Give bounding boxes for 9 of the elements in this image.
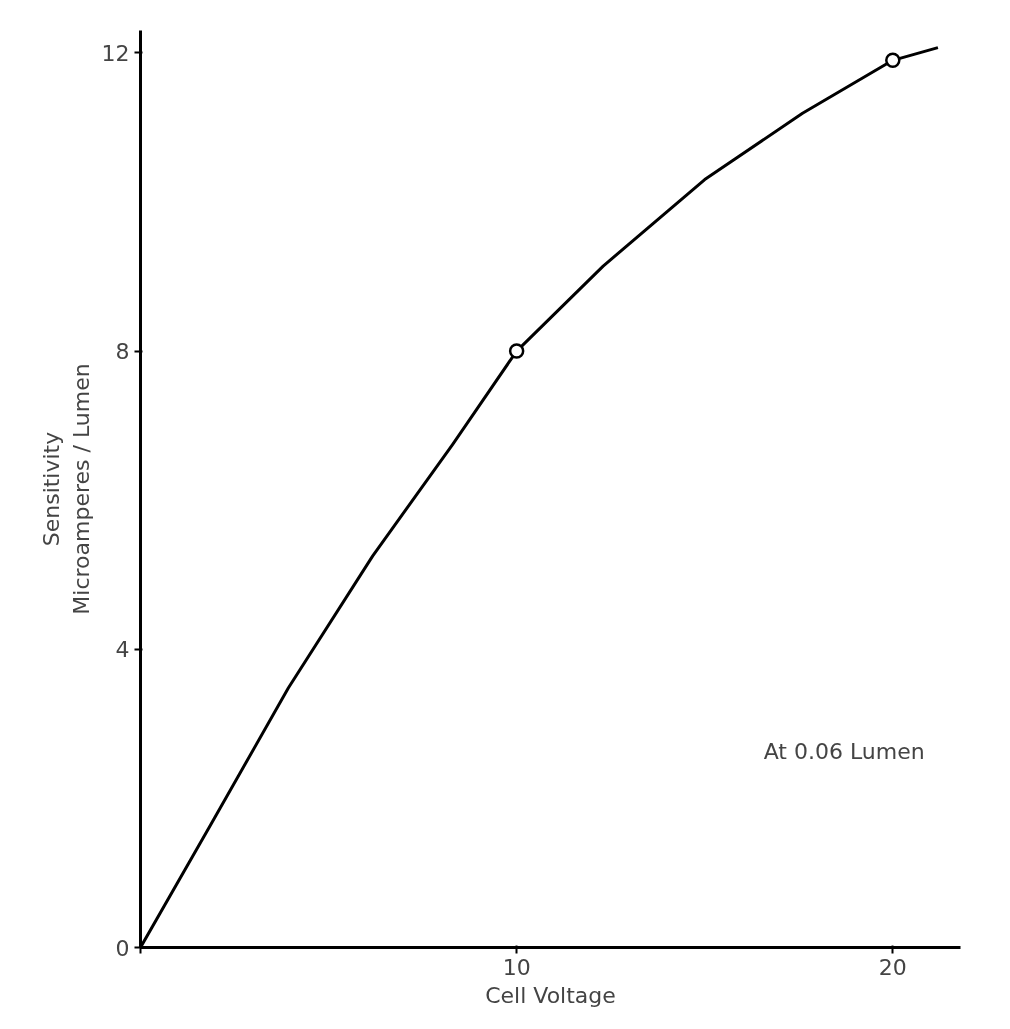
annotation: At 0.06 Lumen bbox=[763, 739, 925, 765]
x-tick-label: 10 bbox=[502, 954, 531, 980]
y-tick-label: 8 bbox=[115, 339, 130, 365]
x-axis-title: Cell Voltage bbox=[485, 982, 616, 1008]
x-tick-label: 20 bbox=[878, 954, 907, 980]
y-tick-label: 4 bbox=[115, 637, 130, 663]
y-tick-label: 0 bbox=[115, 935, 130, 961]
y-tick-label: 12 bbox=[101, 40, 130, 66]
y-axis-title: Sensitivity Microamperes / Lumen bbox=[38, 363, 94, 615]
